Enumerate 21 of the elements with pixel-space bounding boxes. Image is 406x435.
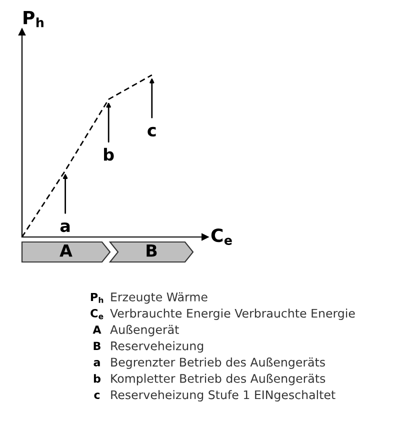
text: Kompletter Betrieb des Außengeräts: [111, 374, 326, 386]
x-axis-title: C$_{e}$: [211, 228, 232, 245]
text: Reserveheizung: [111, 341, 204, 353]
text: Erzeugte Wärme: [111, 292, 208, 304]
text: C$_{e}$: [90, 309, 104, 320]
text: c: [94, 392, 100, 400]
text: Außengerät: [110, 324, 179, 336]
text: B: [94, 342, 100, 350]
text: a: [94, 360, 100, 366]
text: P$_{h}$: [90, 292, 104, 303]
text: Begrenzter Betrieb des Außengeräts: [111, 357, 325, 369]
text: B: [146, 244, 157, 257]
annotation: b: [104, 148, 114, 161]
annotation: a: [60, 222, 70, 232]
text: A: [60, 244, 72, 257]
annotation: c: [148, 126, 156, 136]
text: Verbrauchte Energie Verbrauchte Energie: [110, 308, 355, 320]
text: A: [92, 326, 102, 334]
text: Reserveheizung Stufe 1 EINgeschaltet: [111, 390, 336, 402]
y-axis-title: P$_{h}$: [24, 10, 44, 28]
text: b: [94, 374, 100, 383]
